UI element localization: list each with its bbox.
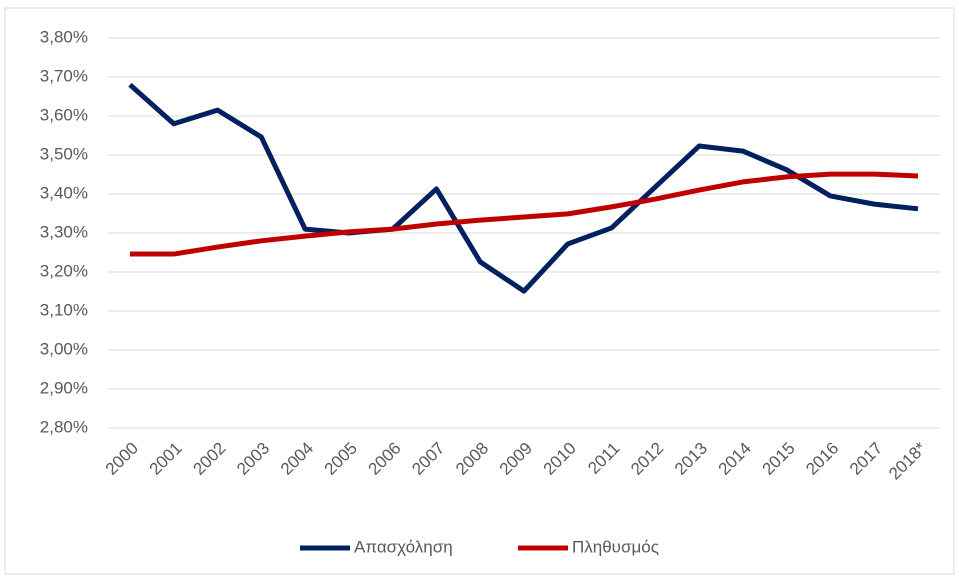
chart-frame	[4, 7, 955, 575]
y-tick-label: 3,20%	[40, 261, 88, 280]
y-tick-label: 3,40%	[40, 183, 88, 202]
legend-label: Πληθυσμός	[572, 537, 659, 556]
legend-label: Απασχόληση	[354, 537, 453, 556]
y-tick-label: 3,00%	[40, 339, 88, 358]
y-tick-label: 3,80%	[40, 27, 88, 46]
y-tick-label: 3,30%	[40, 222, 88, 241]
series-line	[130, 171, 919, 257]
y-tick-label: 2,90%	[40, 378, 88, 397]
y-tick-label: 3,60%	[40, 105, 88, 124]
y-tick-label: 2,80%	[40, 417, 88, 436]
y-tick-label: 3,50%	[40, 144, 88, 163]
y-tick-label: 3,70%	[40, 66, 88, 85]
series-line	[128, 82, 919, 294]
y-tick-label: 3,10%	[40, 300, 88, 319]
